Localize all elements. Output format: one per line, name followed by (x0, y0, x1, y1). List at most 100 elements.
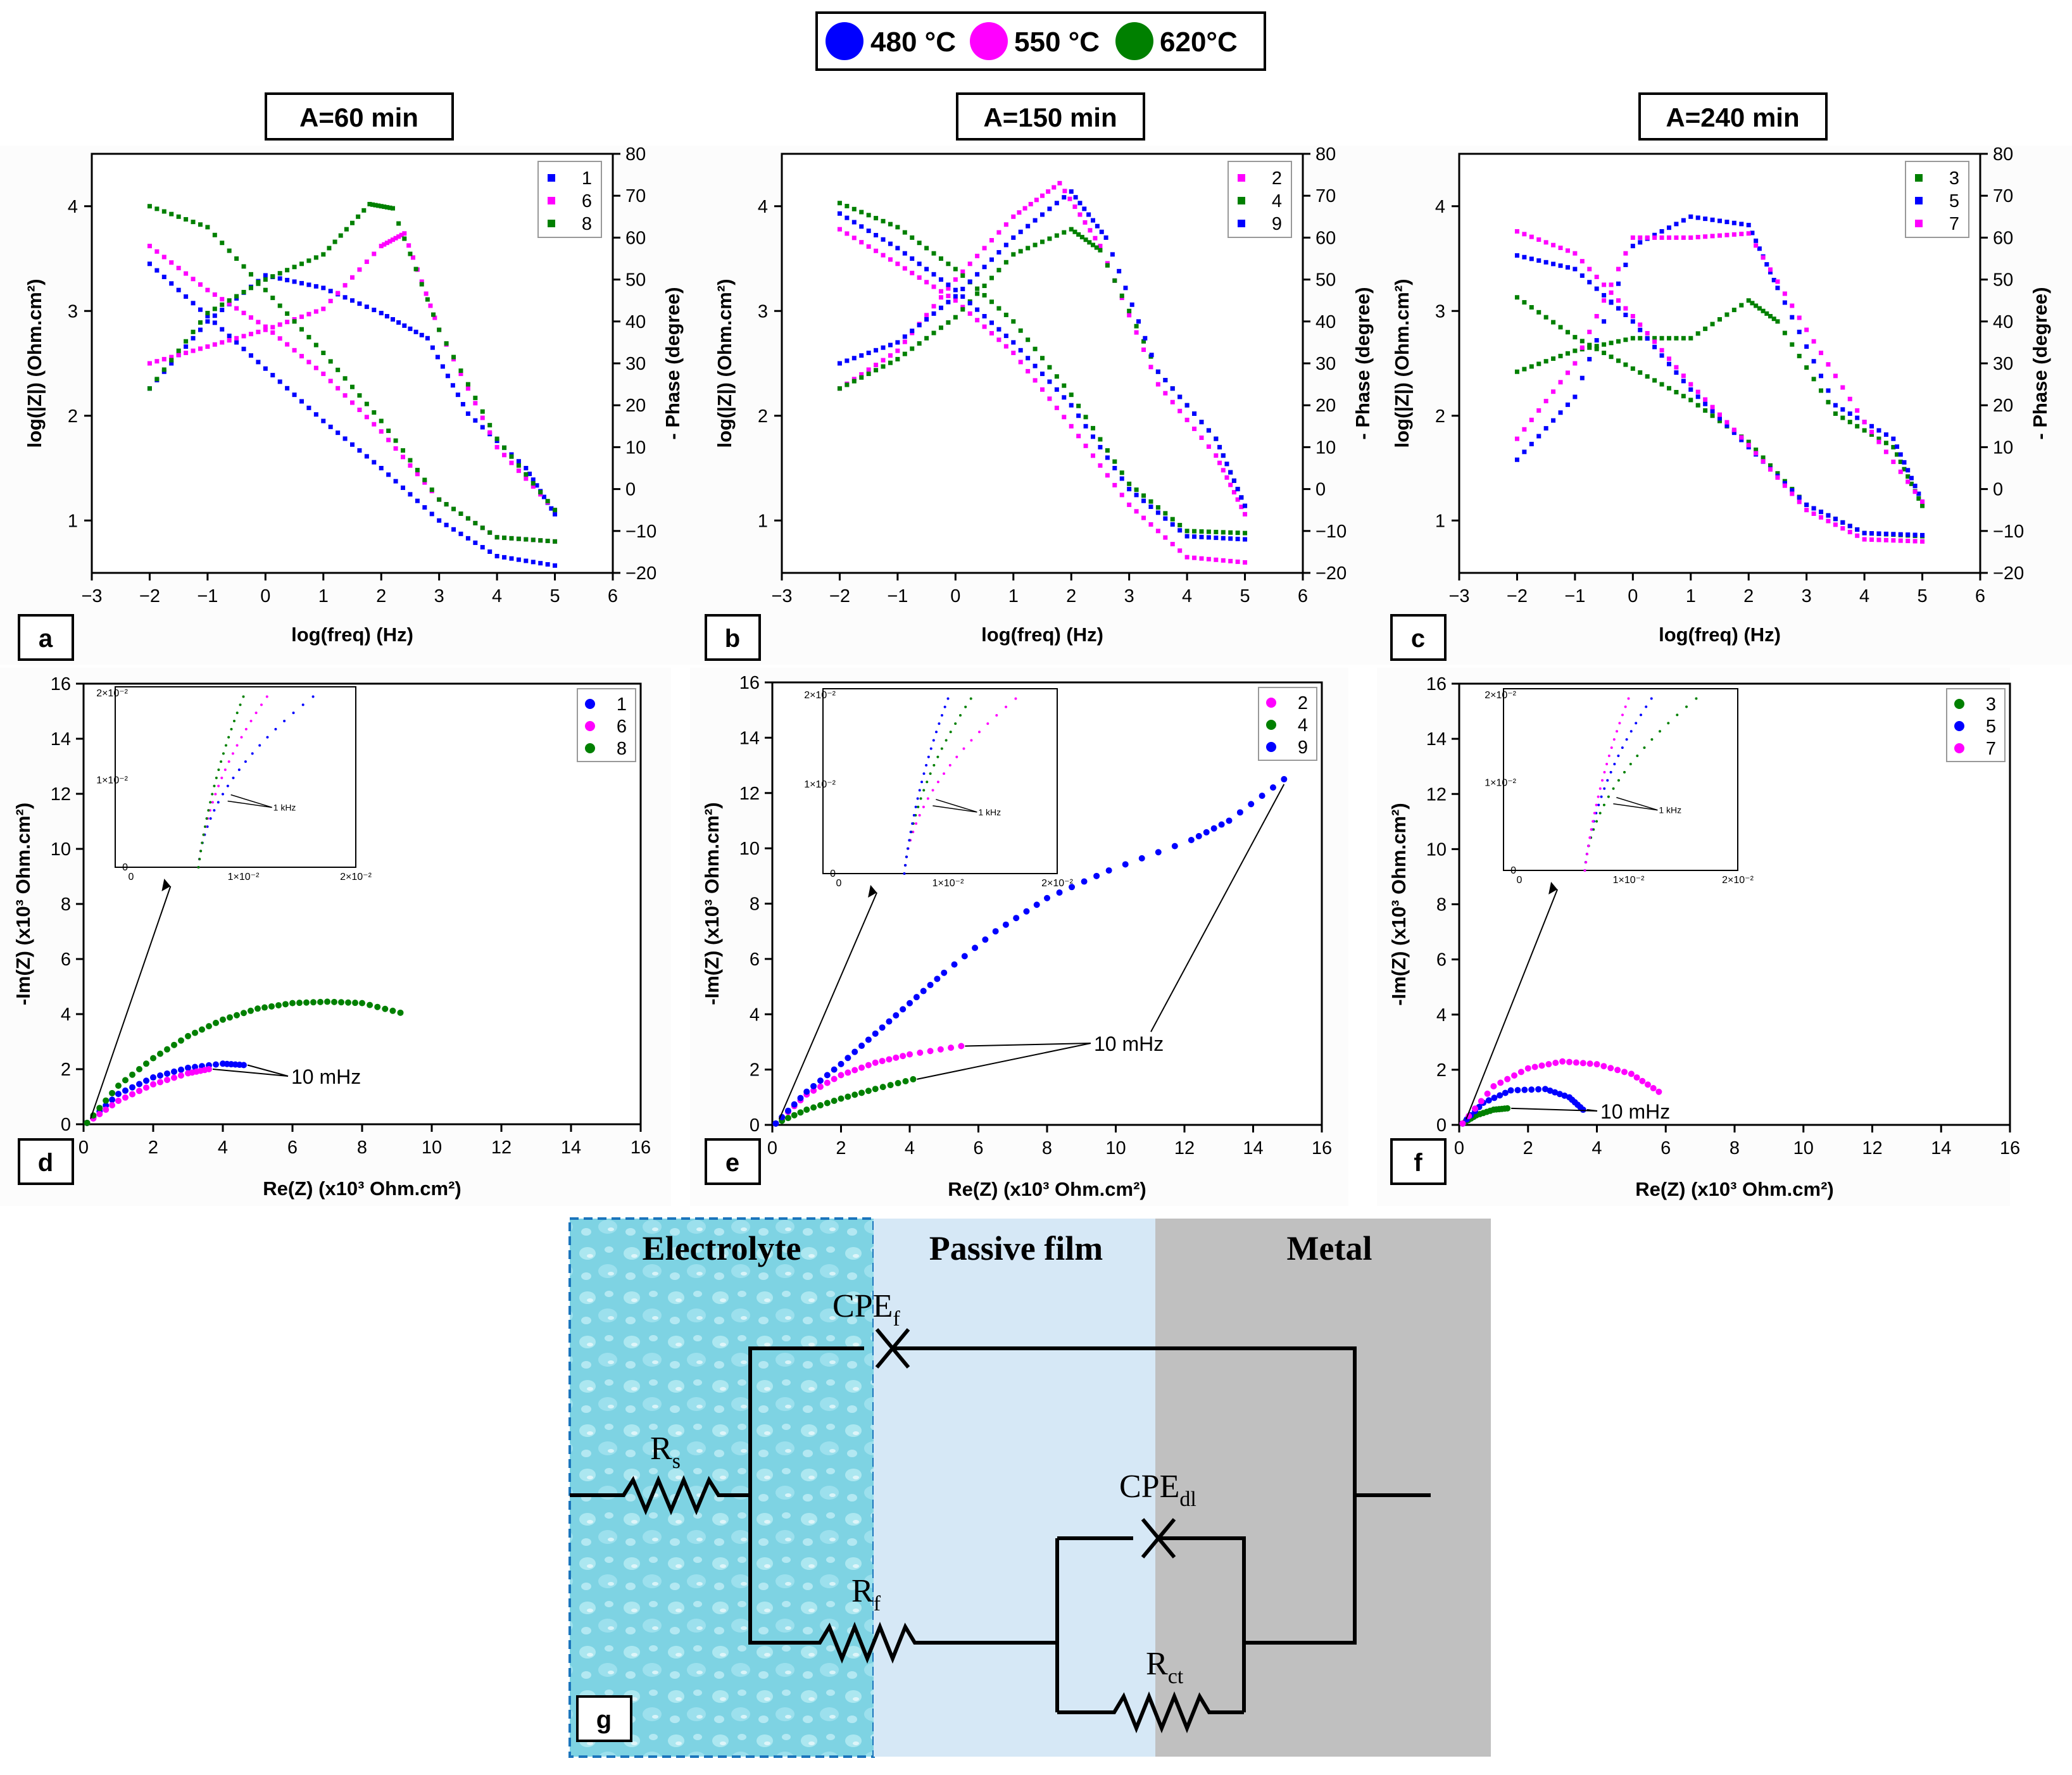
annotation-10mhz: 10 mHz (1094, 1032, 1164, 1055)
logz-point (1710, 413, 1715, 418)
phase-point (1638, 235, 1643, 240)
phase-point (1782, 330, 1787, 336)
logz-point (205, 225, 210, 230)
logz-point (1717, 412, 1722, 417)
logz-point (1876, 531, 1881, 536)
logz-point (1731, 427, 1736, 432)
phase-point (424, 291, 429, 296)
logz-point (184, 271, 189, 276)
phase-point (1768, 267, 1773, 272)
inset-point (1610, 746, 1613, 750)
phase-point (1768, 314, 1773, 319)
phase-point (198, 320, 203, 325)
logz-point (285, 311, 290, 316)
phase-point (212, 306, 217, 311)
inset-point (237, 768, 241, 771)
inset-point (1585, 861, 1588, 864)
inset-point (1598, 812, 1602, 815)
logz-point (1609, 354, 1614, 360)
inset-point (1625, 738, 1628, 741)
logz-point (408, 463, 413, 468)
logz-point (1782, 483, 1787, 488)
nyquist-point (858, 1089, 865, 1096)
annotation-arrow (247, 1064, 289, 1077)
logz-point (1018, 360, 1023, 365)
logz-point (1543, 260, 1548, 265)
phase-point (1906, 468, 1911, 473)
legend-label-7: 7 (1986, 739, 1996, 759)
nyquist-point (310, 999, 317, 1006)
phase-point (1105, 263, 1110, 268)
nyquist-point (941, 969, 948, 976)
legend-label-4: 4 (1298, 715, 1308, 736)
y-axis-label: -Im(Z) (x10³ Ohm.cm²) (701, 802, 723, 1005)
logz-point (263, 324, 268, 329)
inset-point (211, 801, 214, 804)
logz-point (321, 350, 326, 355)
legend-marker-1 (585, 699, 595, 709)
phase-point (1112, 278, 1117, 283)
phase-point (1731, 232, 1736, 237)
logz-point (881, 237, 886, 242)
phase-point (169, 358, 174, 363)
y2-tick-label: 40 (1315, 312, 1336, 332)
phase-point (881, 364, 886, 369)
inset-point (959, 713, 962, 717)
nyquist-point (1552, 1089, 1559, 1096)
logz-point (1717, 416, 1722, 421)
inset-point (955, 755, 958, 758)
logz-point (379, 429, 384, 434)
legend-label-7: 7 (1949, 214, 1959, 234)
inset-point (1603, 770, 1606, 774)
logz-point (837, 201, 842, 206)
phase-point (967, 261, 972, 267)
phase-point (1243, 503, 1248, 508)
inset-x-tick-label: 2×10⁻² (1722, 875, 1754, 886)
phase-point (946, 286, 951, 291)
phase-point (989, 275, 994, 280)
logz-point (1098, 437, 1103, 442)
legend-label-4: 4 (1272, 191, 1282, 211)
phase-point (198, 327, 203, 332)
inset-point (202, 833, 205, 836)
phase-point (1906, 479, 1911, 484)
nyquist-point (1528, 1086, 1535, 1093)
phase-point (1920, 503, 1925, 508)
logz-point (881, 218, 886, 223)
phase-point (184, 339, 189, 344)
y-tick-label: 6 (1436, 950, 1447, 970)
logz-point (263, 366, 268, 371)
logz-point (1054, 374, 1059, 379)
inset-point (945, 739, 948, 742)
nyquist-point (1621, 1069, 1628, 1076)
logz-point (531, 560, 536, 565)
phase-point (1033, 218, 1038, 223)
logz-point (1228, 558, 1233, 563)
annotation-arrow (917, 1043, 1091, 1080)
phase-point (1177, 394, 1183, 399)
y-tick-label: 4 (750, 1005, 760, 1025)
phase-point (1912, 489, 1918, 494)
logz-point (364, 454, 369, 459)
nyquist-point (1504, 1076, 1511, 1082)
phase-point (1826, 362, 1831, 367)
phase-point (844, 382, 850, 387)
inset-point (917, 805, 920, 808)
logz-point (1076, 403, 1081, 408)
nyquist-point (103, 1106, 110, 1113)
nyquist-point (907, 1000, 913, 1007)
x-tick-label: 1 (1008, 586, 1019, 606)
logz-point (147, 204, 152, 209)
nyquist-point (1504, 1105, 1511, 1112)
y2-tick-label: −10 (625, 522, 656, 542)
phase-point (205, 344, 210, 349)
phase-point (1666, 225, 1671, 230)
nyquist-point (803, 1088, 810, 1095)
phase-point (277, 276, 282, 281)
nyquist-point (296, 1000, 303, 1007)
logz-point (1623, 306, 1628, 311)
logz-point (1855, 533, 1860, 538)
phase-point (1681, 218, 1686, 223)
x-tick-label: 2 (376, 586, 386, 606)
phase-point (1093, 235, 1098, 241)
